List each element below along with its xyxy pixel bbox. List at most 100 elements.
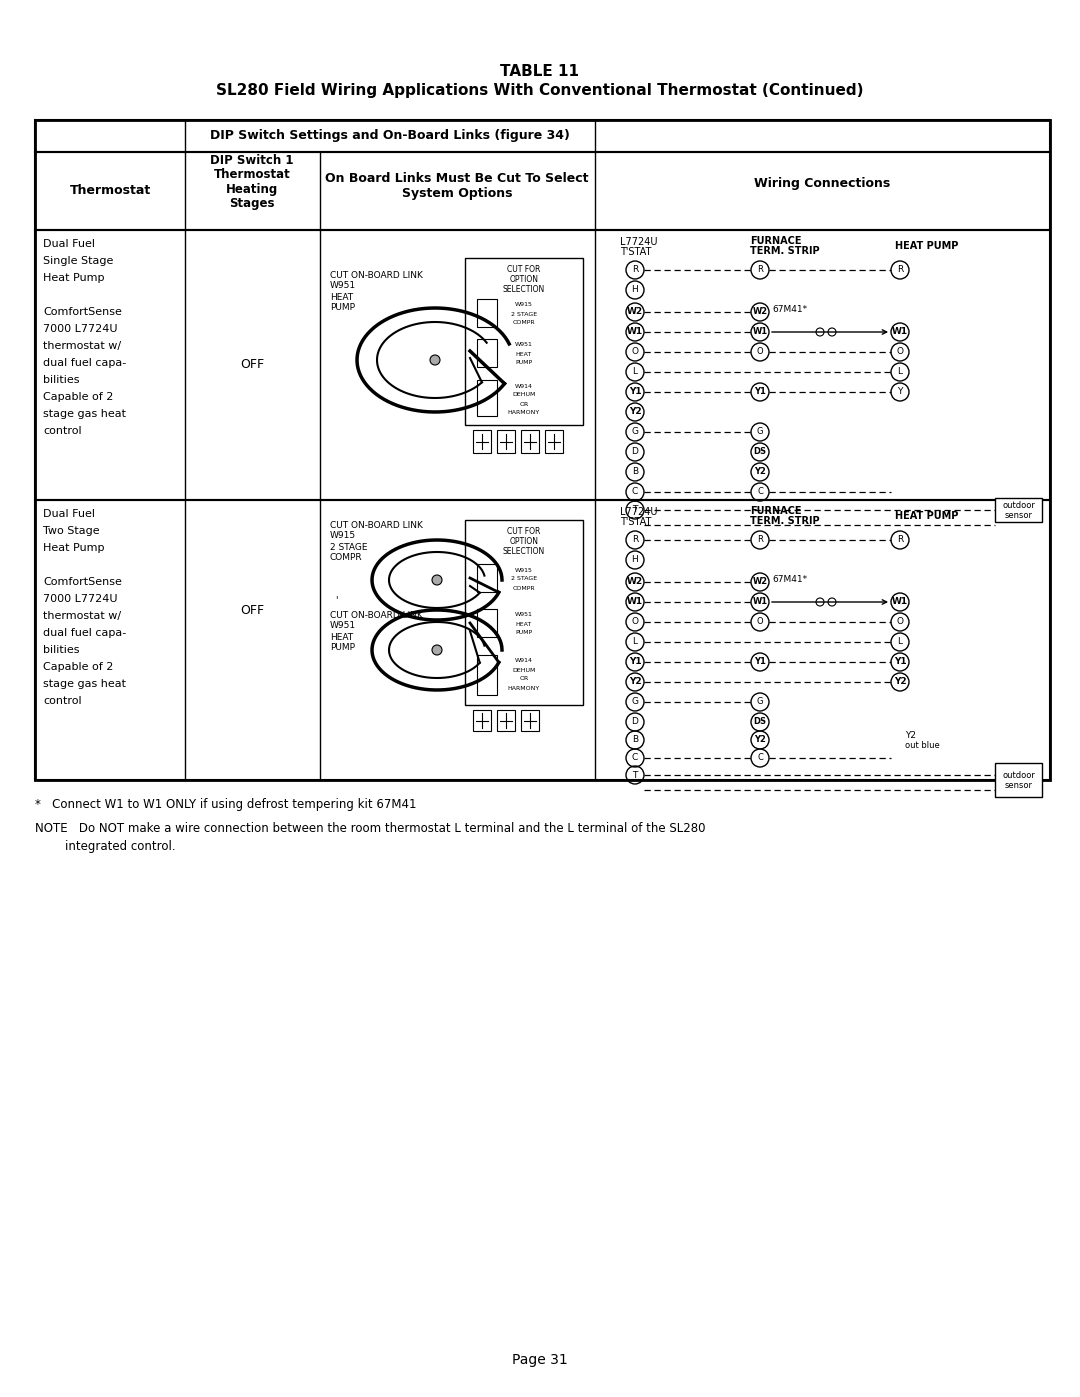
Text: PUMP: PUMP	[330, 644, 355, 652]
Text: FURNACE: FURNACE	[750, 236, 801, 246]
Text: D: D	[632, 718, 638, 726]
Bar	[35, 500, 1050, 780]
Text: Heating: Heating	[226, 183, 279, 196]
Text: L: L	[633, 637, 637, 647]
Text: out blue: out blue	[905, 742, 940, 750]
Text: O: O	[632, 348, 638, 356]
Text: Capable of 2: Capable of 2	[43, 662, 113, 672]
Text: outdoor: outdoor	[1002, 502, 1036, 510]
Text: outdoor: outdoor	[1002, 771, 1036, 780]
Text: W914: W914	[515, 658, 534, 664]
Text: HEAT PUMP: HEAT PUMP	[895, 242, 958, 251]
Bar	[477, 299, 497, 327]
Text: R: R	[632, 265, 638, 274]
Text: O: O	[757, 348, 764, 356]
Bar	[35, 152, 1050, 231]
Text: Page 31: Page 31	[512, 1354, 568, 1368]
Text: OR: OR	[519, 401, 528, 407]
Text: W2: W2	[626, 577, 643, 587]
Text: dual fuel capa-: dual fuel capa-	[43, 629, 126, 638]
Text: DS: DS	[754, 447, 767, 457]
Text: Thermostat: Thermostat	[214, 169, 291, 182]
Text: Y2: Y2	[905, 731, 916, 739]
Text: W1: W1	[626, 598, 643, 606]
Text: W951: W951	[330, 282, 356, 291]
Bar	[521, 430, 539, 453]
Text: T: T	[632, 771, 637, 780]
Text: L7724U: L7724U	[620, 507, 658, 517]
Text: *   Connect W1 to W1 ONLY if using defrost tempering kit 67M41: * Connect W1 to W1 ONLY if using defrost…	[35, 798, 417, 812]
Bar	[35, 120, 1050, 152]
Text: R: R	[757, 265, 762, 274]
Text: 7000 L7724U: 7000 L7724U	[43, 324, 118, 334]
Bar	[521, 710, 539, 731]
Text: SELECTION: SELECTION	[503, 548, 545, 556]
Text: CUT ON-BOARD LINK: CUT ON-BOARD LINK	[330, 610, 423, 619]
Text: W2: W2	[753, 577, 768, 587]
Text: COMPR: COMPR	[513, 320, 536, 326]
Text: W951: W951	[515, 612, 532, 617]
Text: O: O	[757, 617, 764, 626]
Text: DEHUM: DEHUM	[512, 393, 536, 398]
Bar	[473, 430, 491, 453]
Text: W2: W2	[753, 307, 768, 317]
Text: OPTION: OPTION	[510, 275, 539, 285]
Text: CUT FOR: CUT FOR	[508, 265, 541, 274]
Text: Capable of 2: Capable of 2	[43, 393, 113, 402]
Text: FURNACE: FURNACE	[750, 506, 801, 515]
Text: COMPR: COMPR	[513, 585, 536, 591]
Text: W915: W915	[515, 567, 532, 573]
Text: OFF: OFF	[240, 604, 265, 616]
Text: Dual Fuel: Dual Fuel	[43, 509, 95, 520]
Text: Stages: Stages	[229, 197, 274, 210]
Bar	[465, 258, 583, 425]
Text: On Board Links Must Be Cut To Select: On Board Links Must Be Cut To Select	[325, 172, 589, 184]
Text: SELECTION: SELECTION	[503, 285, 545, 295]
Text: HEAT: HEAT	[330, 292, 353, 302]
Text: control: control	[43, 426, 82, 436]
Text: PUMP: PUMP	[515, 630, 532, 636]
Text: sensor: sensor	[1005, 781, 1032, 791]
Text: Y1: Y1	[754, 387, 766, 397]
Text: G: G	[632, 427, 638, 436]
Text: HARMONY: HARMONY	[508, 686, 540, 690]
Text: bilities: bilities	[43, 374, 80, 386]
Text: G: G	[757, 697, 764, 707]
Text: Thermostat: Thermostat	[69, 184, 150, 197]
Bar	[497, 710, 515, 731]
Text: C: C	[757, 753, 762, 763]
Text: R: R	[632, 535, 638, 545]
Text: 7000 L7724U: 7000 L7724U	[43, 594, 118, 604]
Text: 67M41*: 67M41*	[772, 306, 807, 314]
Text: OFF: OFF	[240, 359, 265, 372]
Text: L: L	[897, 637, 903, 647]
Text: H: H	[632, 285, 638, 295]
Text: Two Stage: Two Stage	[43, 527, 99, 536]
Text: integrated control.: integrated control.	[65, 840, 176, 854]
Text: control: control	[43, 696, 82, 705]
Text: T'STAT: T'STAT	[620, 247, 651, 257]
Text: Wiring Connections: Wiring Connections	[754, 176, 890, 190]
Text: CUT ON-BOARD LINK: CUT ON-BOARD LINK	[330, 521, 423, 529]
Text: W1: W1	[753, 327, 768, 337]
Text: W1: W1	[753, 598, 768, 606]
Bar	[465, 520, 583, 705]
Text: PUMP: PUMP	[330, 303, 355, 313]
Text: Y2: Y2	[629, 678, 642, 686]
Text: Y1: Y1	[754, 658, 766, 666]
Text: Y2: Y2	[893, 678, 906, 686]
Text: HEAT PUMP: HEAT PUMP	[895, 511, 958, 521]
Text: B: B	[632, 468, 638, 476]
Text: ComfortSense: ComfortSense	[43, 307, 122, 317]
Text: G: G	[757, 427, 764, 436]
Text: O: O	[632, 617, 638, 626]
Text: HEAT: HEAT	[516, 352, 532, 356]
Text: L7724U: L7724U	[620, 237, 658, 247]
Text: DIP Switch 1: DIP Switch 1	[211, 155, 294, 168]
Text: W915: W915	[330, 531, 356, 541]
Text: DEHUM: DEHUM	[512, 668, 536, 672]
Text: TERM. STRIP: TERM. STRIP	[750, 246, 820, 256]
Text: Dual Fuel: Dual Fuel	[43, 239, 95, 249]
Bar	[477, 564, 497, 592]
Text: Y1: Y1	[893, 658, 906, 666]
